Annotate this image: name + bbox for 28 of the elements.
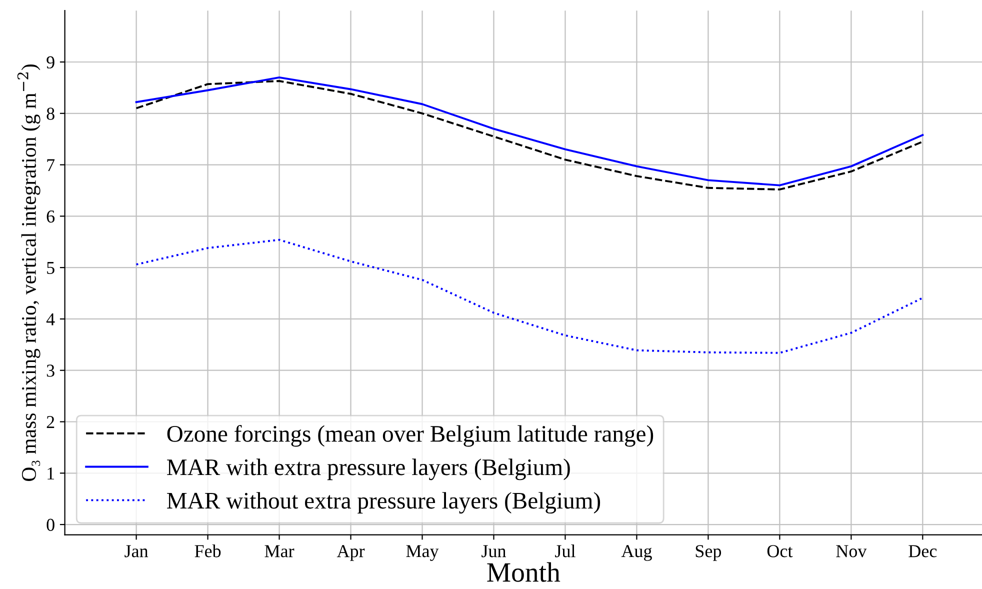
legend-label: Ozone forcings (mean over Belgium latitude range) — [167, 424, 654, 447]
legend-label: MAR with extra pressure layers (Belgium) — [167, 458, 570, 480]
line-series — [135, 238, 924, 354]
y-tick-label: 0 — [46, 518, 54, 531]
legend-label: MAR without extra pressure layers (Belgium) — [167, 492, 600, 514]
x-tick-label: May — [406, 545, 439, 561]
x-tick-label: Feb — [194, 544, 221, 558]
x-tick-label: Jul — [555, 544, 576, 558]
x-tick-label: Mar — [264, 545, 294, 558]
x-tick-label: Oct — [767, 545, 793, 558]
x-axis-title: Month — [487, 562, 560, 582]
y-tick-label: 8 — [46, 108, 54, 120]
y-tick-label: 6 — [46, 210, 55, 223]
y-tick-label: 4 — [46, 313, 55, 326]
y-tick-label: 7 — [47, 159, 55, 172]
x-tick-label: Aug — [621, 545, 652, 561]
x-tick-label: Dec — [908, 545, 937, 558]
y-tick-label: 3 — [46, 364, 54, 377]
y-tick-label: 9 — [46, 56, 54, 68]
y-tick-label: 2 — [46, 416, 54, 428]
x-tick-label: Nov — [836, 545, 867, 558]
x-tick-label: Jun — [482, 545, 506, 558]
y-tick-label: 1 — [48, 467, 54, 480]
x-tick-label: Jan — [124, 545, 148, 558]
y-tick-label: 5 — [47, 262, 54, 274]
x-tick-label: Apr — [336, 545, 365, 561]
x-tick-label: Sep — [696, 545, 722, 561]
y-axis-title: O₃ mass mixing ratio, vertical integration (g m$^{−2}$) — [17, 64, 40, 482]
